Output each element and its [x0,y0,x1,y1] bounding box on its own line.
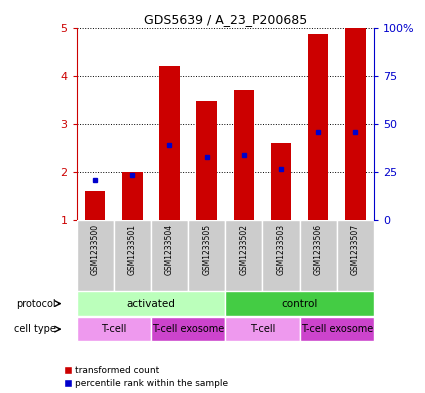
Bar [225,291,374,316]
Bar [308,34,329,220]
Bar [300,220,337,291]
Bar [188,220,225,291]
Bar [85,191,105,220]
Text: GSM1233506: GSM1233506 [314,224,323,275]
Bar [122,172,142,220]
Bar [271,143,291,220]
Bar [225,220,262,291]
Bar [196,101,217,220]
Bar [151,317,225,342]
Bar [234,90,254,220]
Bar [300,317,374,342]
Text: cell type: cell type [14,324,56,334]
Text: T-cell exosome: T-cell exosome [300,324,373,334]
Text: GSM1233500: GSM1233500 [91,224,99,275]
Text: activated: activated [127,299,175,309]
Bar [151,220,188,291]
Bar [76,220,113,291]
Text: GSM1233502: GSM1233502 [239,224,248,275]
Text: GSM1233501: GSM1233501 [128,224,137,275]
Text: T-cell: T-cell [101,324,126,334]
Bar [113,220,151,291]
Text: GSM1233507: GSM1233507 [351,224,360,275]
Bar [345,28,366,220]
Bar [225,317,300,342]
Text: control: control [281,299,318,309]
Bar [159,66,180,220]
Text: GSM1233503: GSM1233503 [277,224,286,275]
Text: T-cell: T-cell [250,324,275,334]
Text: GSM1233505: GSM1233505 [202,224,211,275]
Bar [76,317,151,342]
Text: GSM1233504: GSM1233504 [165,224,174,275]
Legend: transformed count, percentile rank within the sample: transformed count, percentile rank withi… [64,366,228,389]
Text: T-cell exosome: T-cell exosome [152,324,224,334]
Title: GDS5639 / A_23_P200685: GDS5639 / A_23_P200685 [144,13,307,26]
Bar [337,220,374,291]
Text: protocol: protocol [16,299,56,309]
Bar [76,291,225,316]
Bar [262,220,300,291]
